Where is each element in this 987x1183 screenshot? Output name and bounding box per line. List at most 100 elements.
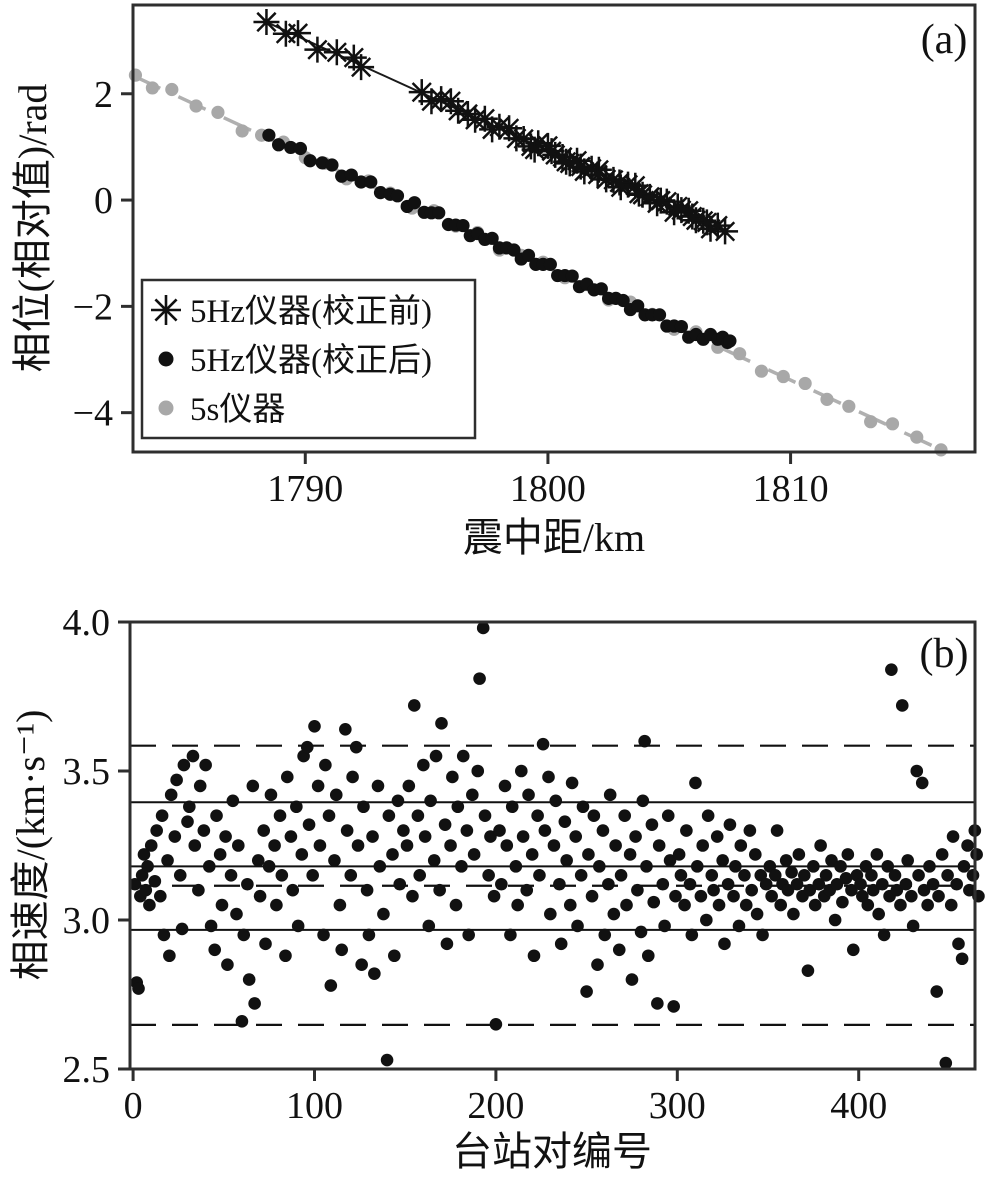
data-point-asterisk [567,153,594,180]
data-point-dot [790,877,804,891]
data-point-dot [807,860,820,873]
data-point-dot [672,848,686,861]
data-point-dot [335,943,349,957]
data-point-dot [864,415,878,429]
y-tick-label: 3.0 [63,900,111,942]
data-point-dot [280,770,294,784]
data-point-dot [723,818,737,831]
data-point-dot [768,869,782,882]
data-point-asterisk [428,86,455,113]
data-point-dot [876,877,889,891]
data-point-dot [144,839,158,852]
data-point-dot [854,877,867,891]
data-point-dot [553,877,566,891]
data-point-dot [926,877,940,891]
data-point-dot [259,937,272,951]
x-tick-label: 400 [830,1085,887,1127]
data-point-dot [373,860,387,873]
data-point-dot [941,869,954,882]
data-point-dot [603,788,617,802]
data-point-dot [424,794,437,808]
data-point-dot [346,770,359,784]
data-point-dot [915,776,929,790]
x-tick-label: 1800 [510,468,586,510]
data-point-dot [636,794,650,808]
data-point-dot [137,848,151,861]
data-point-dot [319,758,332,772]
data-point-dot [402,779,416,793]
data-point-dot [729,860,742,873]
data-point-dot [435,717,448,730]
data-point-dot [204,919,218,933]
data-point-dot [186,749,200,763]
series-5Hz仪器(校正前) [253,9,739,245]
y-tick-label: −4 [73,393,113,435]
data-point-dot [738,869,751,882]
data-point-dot [647,895,661,909]
data-point-dot [866,883,880,897]
data-point-dot [329,788,343,802]
data-point-dot [881,860,895,873]
data-point-dot [935,848,949,861]
data-point-dot [906,919,920,933]
data-point-dot [727,889,740,903]
data-point-dot [828,913,842,927]
data-point-dot [923,860,936,873]
data-point-asterisk [496,115,523,142]
data-point-dot [485,231,499,245]
data-point-asterisk [664,193,691,220]
data-point-dot [213,848,227,861]
data-point-dot [382,809,396,822]
data-point-dot [756,928,769,942]
data-point-dot [235,1015,249,1028]
data-point-dot [509,860,523,873]
data-point-dot [645,818,659,831]
data-point-dot [451,800,465,814]
data-point-asterisk [661,199,688,226]
data-point-dot [625,973,639,986]
data-point-dot [631,299,645,313]
legend-box [140,278,477,440]
data-point-dot [390,189,405,203]
data-point-dot [273,809,287,822]
data-point-asterisk [340,44,367,71]
y-tick-label: 3.5 [63,751,111,793]
data-point-dot [313,839,327,852]
data-point-dot [478,809,492,822]
data-point-dot [932,889,945,903]
data-point-dot [456,218,470,233]
data-point-dot [407,699,421,712]
data-point-dot [504,928,517,942]
data-point-dot [241,877,254,891]
data-point-asterisk [348,54,375,81]
data-point-dot [170,773,183,787]
data-point-dot [616,293,630,308]
data-point-dot [739,898,753,912]
x-tick-label: 1790 [267,468,343,510]
data-point-dot [306,869,319,882]
data-point-dot [344,168,358,182]
panel-b-tag: (b) [920,631,969,677]
data-point-dot [500,839,514,852]
data-point-dot [905,889,918,903]
data-point-dot [700,913,713,927]
data-point-asterisk [486,113,513,140]
data-point-dot [591,958,604,971]
y-tick-label: 0 [94,180,113,222]
series-5Hz仪器(校正后) [262,128,737,350]
data-point-dot [585,889,599,903]
data-point-dot [912,869,925,882]
data-point-dot [498,779,512,793]
data-point-dot [565,269,579,283]
data-point-dot [286,883,300,897]
data-point-dot [787,907,800,921]
data-point-dot [380,1053,394,1067]
data-point-dot [609,839,622,852]
data-point-dot [614,869,628,882]
data-point-dot [607,907,621,921]
data-point-dot [801,964,815,977]
data-point-dot [674,319,688,334]
data-point-dot [139,883,153,897]
data-point-asterisk [418,88,445,115]
